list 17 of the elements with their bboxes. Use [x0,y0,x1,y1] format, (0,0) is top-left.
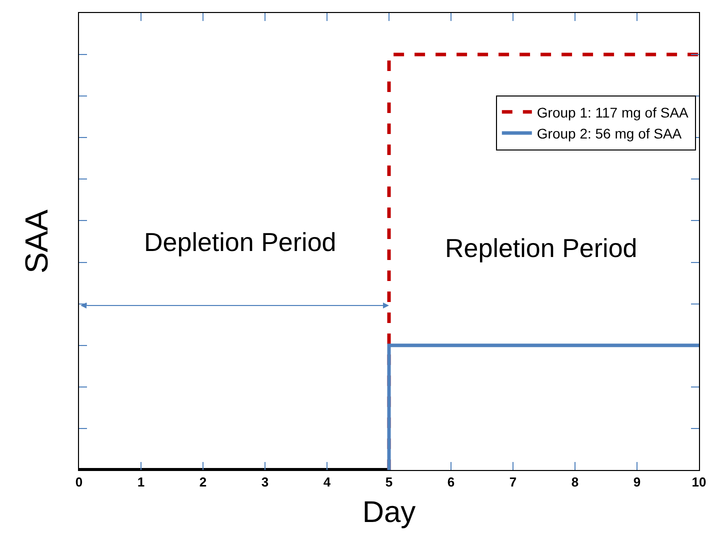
x-tick-label: 1 [137,474,145,490]
x-tick-label: 8 [571,474,579,490]
y-axis-title: SAA [18,208,54,274]
annotation: Depletion Period [144,227,336,257]
x-axis-title: Day [362,496,416,530]
x-tick-label: 9 [633,474,641,490]
x-tick-label: 10 [692,474,706,490]
x-tick-label: 5 [385,474,393,490]
legend-label: Group 1: 117 mg of SAA [536,104,690,120]
x-tick-label: 0 [75,474,83,490]
x-tick-label: 2 [199,474,207,490]
x-tick-label: 6 [447,474,455,490]
annotation: Repletion Period [445,233,638,263]
legend-label: Group 2: 56 mg of SAA [536,126,682,142]
x-tick-label: 3 [261,474,269,490]
x-tick-label: 4 [323,474,332,490]
x-tick-label: 7 [509,474,517,490]
